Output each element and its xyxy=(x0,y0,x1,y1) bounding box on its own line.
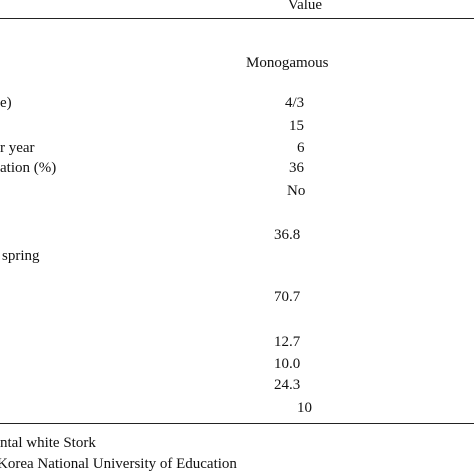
row-value: 36 xyxy=(289,160,304,176)
row-value: 70.7 xyxy=(274,289,301,305)
row-value: 12.7 xyxy=(274,334,301,350)
row-value: 10.0 xyxy=(274,356,301,372)
row-value: 4/3 xyxy=(285,95,305,111)
row-value: 15 xyxy=(289,118,304,134)
row-label: e) xyxy=(0,95,12,111)
row-label: ation (%) xyxy=(0,160,57,176)
row-label: r year xyxy=(0,140,35,156)
row-label: spring xyxy=(2,248,40,264)
column-subheader: Monogamous xyxy=(246,55,329,71)
footnote: Korea National University of Education xyxy=(0,456,237,472)
row-value: 6 xyxy=(297,140,305,156)
row-value: 10 xyxy=(297,400,312,416)
row-value: 24.3 xyxy=(274,377,301,393)
row-value: 36.8 xyxy=(274,227,301,243)
bottom-rule xyxy=(0,423,474,424)
row-value: No xyxy=(287,183,306,199)
column-header: Value xyxy=(287,0,323,13)
header-rule xyxy=(0,18,474,19)
footnote: ntal white Stork xyxy=(0,435,96,451)
